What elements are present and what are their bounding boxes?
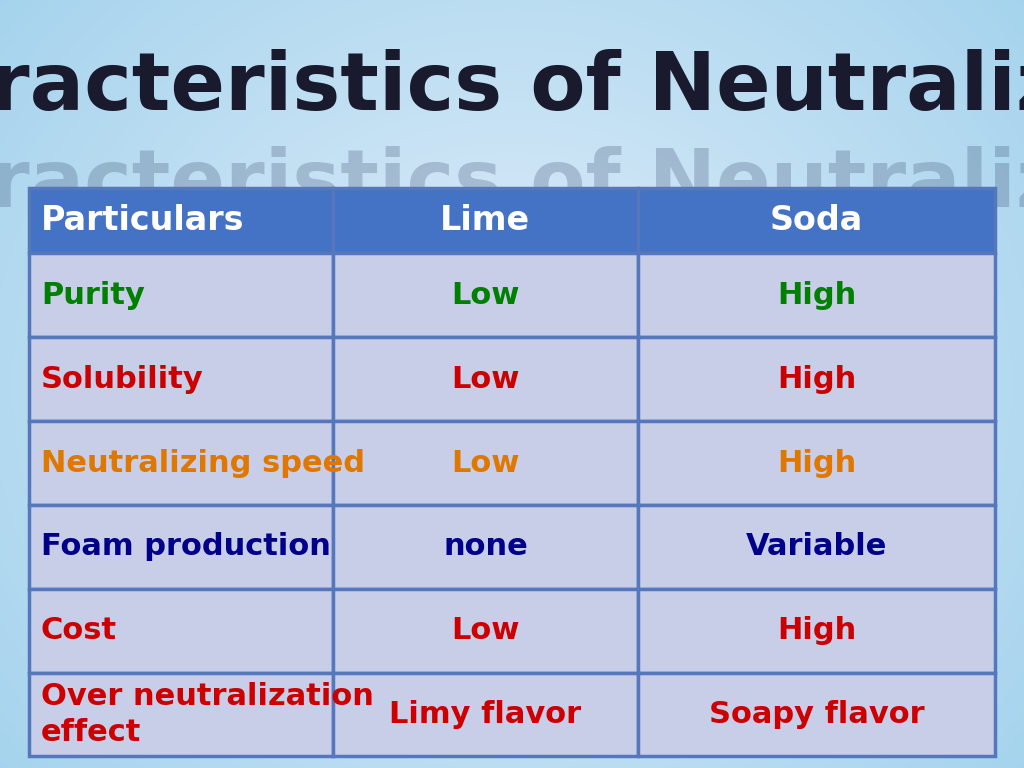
FancyBboxPatch shape bbox=[333, 421, 638, 505]
FancyBboxPatch shape bbox=[638, 253, 995, 337]
Text: Characteristics of Neutralizers: Characteristics of Neutralizers bbox=[0, 49, 1024, 127]
Text: Cost: Cost bbox=[41, 616, 117, 645]
FancyBboxPatch shape bbox=[333, 188, 638, 253]
FancyBboxPatch shape bbox=[333, 589, 638, 673]
Text: Soapy flavor: Soapy flavor bbox=[709, 700, 925, 729]
Text: none: none bbox=[443, 532, 527, 561]
FancyBboxPatch shape bbox=[638, 505, 995, 589]
Text: Particulars: Particulars bbox=[41, 204, 245, 237]
FancyBboxPatch shape bbox=[333, 505, 638, 589]
Text: High: High bbox=[777, 449, 856, 478]
FancyBboxPatch shape bbox=[333, 253, 638, 337]
Text: Low: Low bbox=[452, 449, 519, 478]
Text: Low: Low bbox=[452, 365, 519, 394]
Text: Soda: Soda bbox=[770, 204, 863, 237]
FancyBboxPatch shape bbox=[638, 421, 995, 505]
Text: High: High bbox=[777, 616, 856, 645]
Text: Low: Low bbox=[452, 616, 519, 645]
Text: High: High bbox=[777, 365, 856, 394]
Text: Foam production: Foam production bbox=[41, 532, 331, 561]
FancyBboxPatch shape bbox=[29, 421, 333, 505]
FancyBboxPatch shape bbox=[333, 673, 638, 756]
FancyBboxPatch shape bbox=[638, 589, 995, 673]
Text: Low: Low bbox=[452, 281, 519, 310]
Text: Solubility: Solubility bbox=[41, 365, 204, 394]
FancyBboxPatch shape bbox=[29, 673, 333, 756]
FancyBboxPatch shape bbox=[638, 188, 995, 253]
Text: Variable: Variable bbox=[745, 532, 887, 561]
FancyBboxPatch shape bbox=[29, 188, 333, 253]
FancyBboxPatch shape bbox=[29, 505, 333, 589]
FancyBboxPatch shape bbox=[638, 673, 995, 756]
FancyBboxPatch shape bbox=[29, 589, 333, 673]
FancyBboxPatch shape bbox=[638, 337, 995, 421]
FancyBboxPatch shape bbox=[29, 253, 333, 337]
Text: Purity: Purity bbox=[41, 281, 144, 310]
FancyBboxPatch shape bbox=[29, 337, 333, 421]
Text: Characteristics of Neutralizers: Characteristics of Neutralizers bbox=[0, 146, 1024, 224]
Text: Neutralizing speed: Neutralizing speed bbox=[41, 449, 365, 478]
FancyBboxPatch shape bbox=[333, 337, 638, 421]
Text: Lime: Lime bbox=[440, 204, 530, 237]
Text: Limy flavor: Limy flavor bbox=[389, 700, 582, 729]
Text: Over neutralization
effect: Over neutralization effect bbox=[41, 682, 374, 747]
Text: High: High bbox=[777, 281, 856, 310]
